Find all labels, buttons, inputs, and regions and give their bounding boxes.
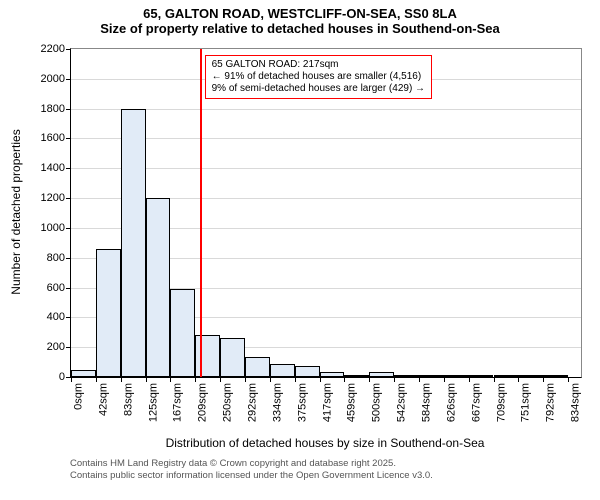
xtick-mark (270, 377, 271, 382)
xtick-label: 792sqm (545, 383, 557, 422)
histogram-bar (394, 375, 419, 377)
ytick-label: 1800 (41, 103, 71, 115)
xtick-label: 709sqm (495, 383, 507, 422)
histogram-bar (444, 375, 469, 377)
xtick-label: 334sqm (271, 383, 283, 422)
histogram-bar (295, 366, 320, 377)
xtick-mark (170, 377, 171, 382)
ytick-label: 400 (47, 311, 71, 323)
xtick-mark (543, 377, 544, 382)
chart-container: 65, GALTON ROAD, WESTCLIFF-ON-SEA, SS0 8… (0, 0, 600, 500)
xtick-label: 751sqm (520, 383, 532, 422)
xtick-label: 42sqm (97, 383, 109, 416)
histogram-bar (344, 375, 369, 377)
annotation-line: ← 91% of detached houses are smaller (4,… (212, 71, 425, 83)
credits: Contains HM Land Registry data © Crown c… (70, 458, 433, 482)
xtick-label: 83sqm (122, 383, 134, 416)
xtick-label: 459sqm (346, 383, 358, 422)
xtick-mark (394, 377, 395, 382)
xtick-label: 167sqm (172, 383, 184, 422)
ytick-label: 1600 (41, 132, 71, 144)
xtick-mark (369, 377, 370, 382)
xtick-label: 542sqm (396, 383, 408, 422)
ytick-label: 600 (47, 282, 71, 294)
histogram-bar (170, 289, 195, 377)
gridline (71, 109, 581, 110)
ytick-label: 2200 (41, 43, 71, 55)
gridline (71, 168, 581, 169)
histogram-bar (220, 338, 245, 377)
xtick-label: 584sqm (421, 383, 433, 422)
xtick-label: 626sqm (445, 383, 457, 422)
histogram-bar (320, 372, 345, 377)
y-axis-label: Number of detached properties (9, 129, 23, 294)
credits-line-2: Contains public sector information licen… (70, 470, 433, 482)
xtick-mark (146, 377, 147, 382)
histogram-bar (146, 198, 171, 377)
histogram-bar (369, 372, 394, 377)
xtick-label: 209sqm (197, 383, 209, 422)
credits-line-1: Contains HM Land Registry data © Crown c… (70, 458, 433, 470)
annotation-line: 65 GALTON ROAD: 217sqm (212, 59, 425, 71)
chart-title: 65, GALTON ROAD, WESTCLIFF-ON-SEA, SS0 8… (0, 0, 600, 21)
histogram-bar (71, 370, 96, 377)
ytick-label: 200 (47, 341, 71, 353)
histogram-bar (96, 249, 121, 377)
ytick-label: 0 (59, 371, 71, 383)
xtick-label: 0sqm (73, 383, 85, 410)
histogram-bar (543, 375, 568, 377)
xtick-mark (220, 377, 221, 382)
xtick-label: 292sqm (247, 383, 259, 422)
xtick-mark (469, 377, 470, 382)
histogram-bar (419, 375, 444, 377)
ytick-label: 1400 (41, 162, 71, 174)
histogram-bar (270, 364, 295, 377)
gridline (71, 138, 581, 139)
chart-subtitle: Size of property relative to detached ho… (0, 21, 600, 40)
histogram-bar (195, 335, 220, 377)
reference-line (200, 49, 202, 377)
xtick-mark (419, 377, 420, 382)
xtick-mark (96, 377, 97, 382)
histogram-bar (469, 375, 494, 377)
xtick-mark (518, 377, 519, 382)
histogram-bar (518, 375, 543, 377)
xtick-label: 500sqm (371, 383, 383, 422)
xtick-mark (568, 377, 569, 382)
xtick-label: 417sqm (321, 383, 333, 422)
xtick-mark (494, 377, 495, 382)
ytick-label: 2000 (41, 73, 71, 85)
histogram-bar (494, 375, 519, 377)
xtick-mark (71, 377, 72, 382)
plot-area: 0200400600800100012001400160018002000220… (70, 48, 582, 378)
xtick-mark (320, 377, 321, 382)
xtick-mark (344, 377, 345, 382)
annotation-line: 9% of semi-detached houses are larger (4… (212, 83, 425, 95)
xtick-mark (121, 377, 122, 382)
histogram-bar (245, 357, 270, 377)
xtick-mark (295, 377, 296, 382)
xtick-mark (245, 377, 246, 382)
histogram-bar (121, 109, 146, 377)
x-axis-label: Distribution of detached houses by size … (166, 436, 485, 450)
ytick-label: 800 (47, 252, 71, 264)
ytick-label: 1000 (41, 222, 71, 234)
xtick-label: 375sqm (296, 383, 308, 422)
ytick-label: 1200 (41, 192, 71, 204)
annotation-box: 65 GALTON ROAD: 217sqm← 91% of detached … (205, 55, 432, 99)
xtick-label: 250sqm (222, 383, 234, 422)
xtick-mark (195, 377, 196, 382)
xtick-label: 125sqm (147, 383, 159, 422)
xtick-mark (444, 377, 445, 382)
xtick-label: 834sqm (570, 383, 582, 422)
xtick-label: 667sqm (470, 383, 482, 422)
